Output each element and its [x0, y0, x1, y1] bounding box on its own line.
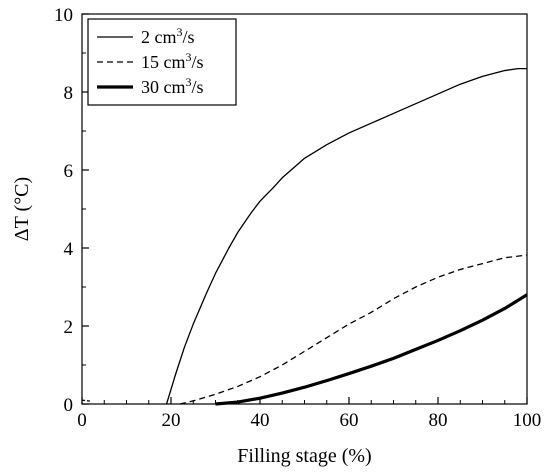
- series-line-1: [165, 67, 527, 405]
- legend-label-1: 2 cm3/s: [141, 25, 195, 47]
- y-tick-label: 2: [64, 317, 74, 338]
- y-tick-label: 4: [64, 239, 74, 260]
- x-tick-label: 60: [340, 410, 359, 431]
- x-axis-label: Filling stage (%): [237, 445, 371, 467]
- y-tick-label: 10: [54, 5, 73, 26]
- y-tick-label: 6: [64, 161, 74, 182]
- legend-label-3: 30 cm3/s: [141, 75, 204, 97]
- x-tick-label: 100: [513, 410, 542, 431]
- x-tick-label: 40: [251, 410, 270, 431]
- legend: 2 cm3/s 15 cm3/s 30 cm3/s: [87, 18, 237, 106]
- y-tick-label: 0: [64, 395, 74, 416]
- y-axis-label: ΔT (°C): [11, 177, 33, 241]
- x-axis-ticks: 0 20 40 60 80 100: [77, 397, 541, 431]
- x-tick-label: 20: [162, 410, 181, 431]
- series-line-3: [215, 293, 528, 406]
- plot-lines: [81, 67, 528, 406]
- x-tick-label: 0: [77, 410, 87, 431]
- y-tick-label: 8: [64, 83, 74, 104]
- stray-dashed-segment: [81, 399, 91, 402]
- series-line-2: [179, 254, 528, 405]
- x-tick-label: 80: [429, 410, 448, 431]
- legend-label-2: 15 cm3/s: [141, 50, 204, 72]
- y-axis-ticks: 0 2 4 6 8 10: [54, 5, 89, 416]
